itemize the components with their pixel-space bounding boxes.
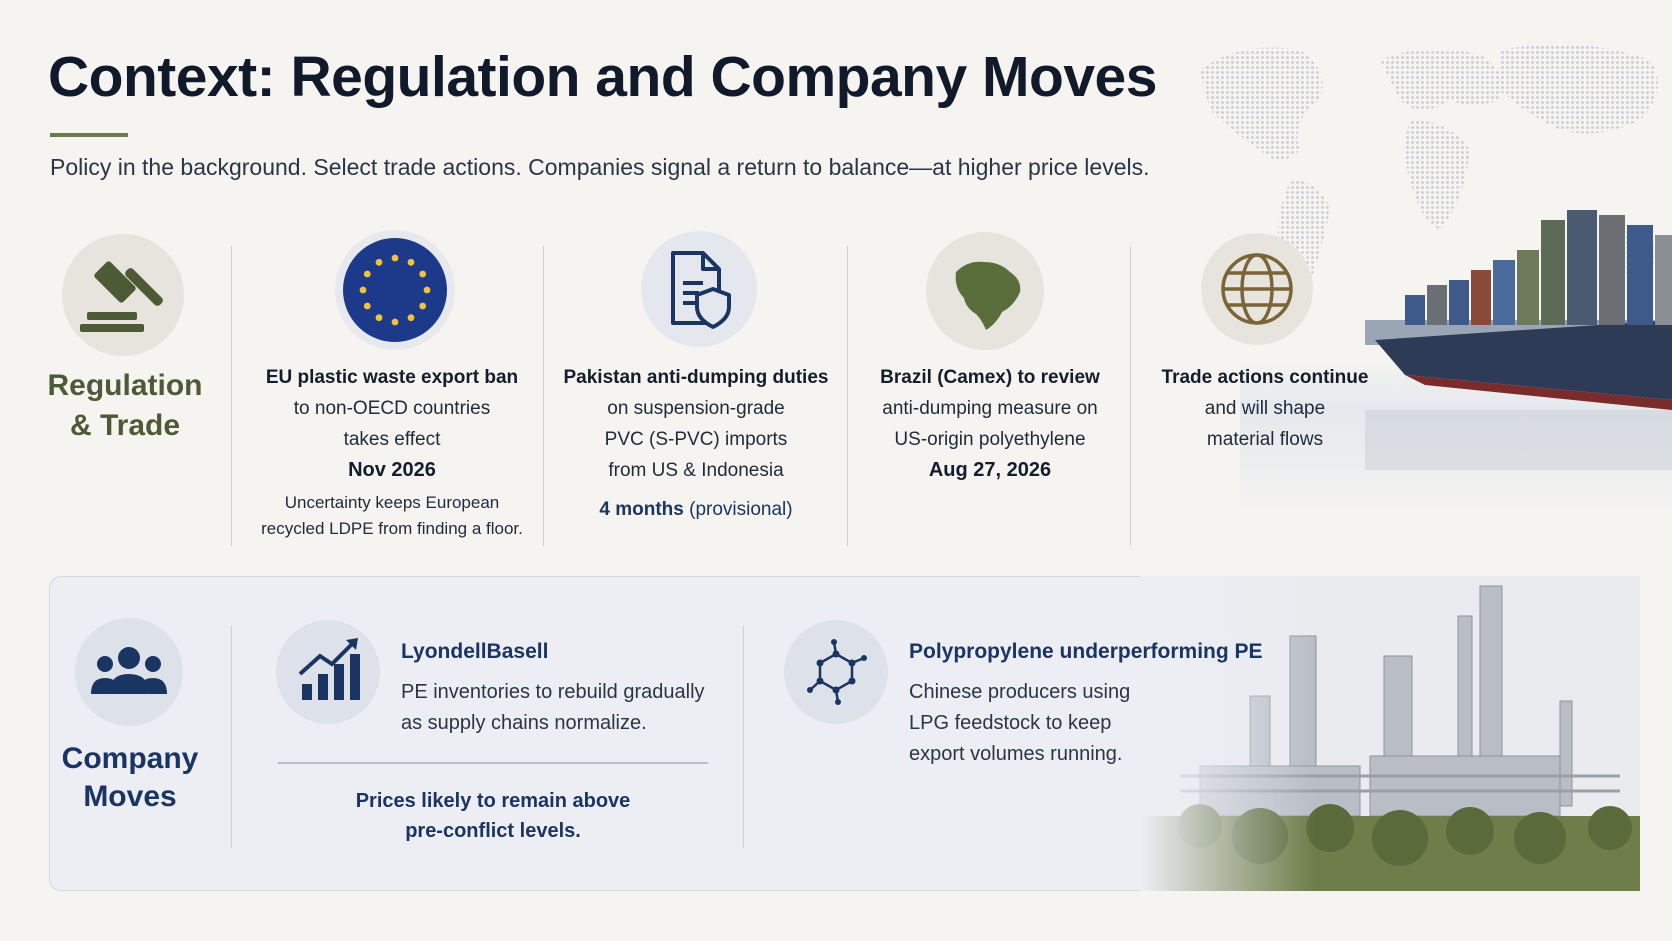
eu-ban-note-line: recycled LDPE from finding a floor. — [261, 519, 523, 538]
divider — [543, 246, 544, 546]
people-group-icon — [75, 618, 183, 726]
divider — [231, 626, 232, 848]
polypropylene-text: Chinese producers using LPG feedstock to… — [909, 677, 1209, 770]
divider — [847, 246, 848, 546]
polypropylene-text-line: LPG feedstock to keep — [909, 712, 1112, 734]
bar-chart-up-icon — [276, 620, 380, 724]
eu-ban-note-line: Uncertainty keeps European — [284, 493, 500, 512]
eu-ban-text: to non-OECD countries — [293, 398, 491, 419]
trade-actions-item: Trade actions continue and will shape ma… — [1140, 362, 1390, 455]
price-outlook-line: pre-conflict levels. — [405, 820, 581, 842]
brazil-review-heading: Brazil (Camex) to review — [880, 367, 1100, 388]
pakistan-duties-text: PVC (S-PVC) imports — [604, 429, 788, 450]
price-outlook-line: Prices likely to remain above — [355, 790, 631, 812]
eu-ban-note: Uncertainty keeps European recycled LDPE… — [242, 490, 542, 542]
divider — [1130, 246, 1131, 546]
refinery-illustration — [1140, 576, 1640, 891]
container-ship-illustration — [1365, 210, 1672, 470]
trade-actions-text: material flows — [1206, 429, 1324, 450]
page-title: Context: Regulation and Company Moves — [48, 45, 1157, 109]
divider — [231, 246, 232, 546]
polypropylene-text-line: Chinese producers using — [909, 681, 1131, 703]
price-outlook-callout: Prices likely to remain above pre-confli… — [278, 786, 708, 846]
brazil-review-text: US-origin polyethylene — [894, 429, 1086, 450]
pakistan-duties-duration: 4 months (provisional) — [548, 494, 844, 525]
gavel-icon — [62, 234, 184, 356]
brazil-map-icon — [926, 232, 1044, 350]
title-underline — [50, 133, 128, 137]
eu-flag-icon — [335, 230, 455, 350]
eu-ban-date: Nov 2026 — [348, 459, 436, 481]
pakistan-duties-text: on suspension-grade — [607, 398, 785, 419]
trade-actions-heading: Trade actions continue — [1161, 367, 1369, 388]
page-subtitle: Policy in the background. Select trade a… — [50, 154, 1150, 180]
eu-ban-item: EU plastic waste export ban to non-OECD … — [242, 362, 542, 542]
polypropylene-text-line: export volumes running. — [909, 743, 1123, 765]
brazil-review-text: anti-dumping measure on — [882, 398, 1098, 419]
company-label-line1: Company — [61, 742, 199, 775]
company-label-line2: Moves — [83, 780, 177, 813]
world-map-illustration — [1200, 44, 1660, 317]
brazil-review-item: Brazil (Camex) to review anti-dumping me… — [852, 362, 1128, 486]
divider — [743, 626, 744, 848]
trade-actions-text: and will shape — [1204, 398, 1326, 419]
regulation-trade-label: Regulation & Trade — [40, 366, 210, 446]
lyondellbasell-heading: LyondellBasell — [401, 640, 549, 663]
eu-ban-heading: EU plastic waste export ban — [265, 367, 519, 388]
duration-value: 4 months — [599, 499, 684, 520]
molecule-icon — [784, 620, 888, 724]
document-shield-icon — [641, 231, 757, 347]
lyondellbasell-text: PE inventories to rebuild gradually as s… — [401, 677, 731, 739]
duration-note: (provisional) — [689, 499, 793, 520]
lyondellbasell-text-line: PE inventories to rebuild gradually — [401, 681, 705, 703]
regulation-label-line1: Regulation — [47, 369, 203, 402]
brazil-review-date: Aug 27, 2026 — [928, 459, 1052, 481]
lyondellbasell-text-line: as supply chains normalize. — [401, 712, 647, 734]
eu-ban-text: takes effect — [343, 429, 441, 450]
pakistan-duties-heading: Pakistan anti-dumping duties — [563, 367, 829, 388]
regulation-label-line2: & Trade — [69, 409, 181, 442]
globe-icon — [1201, 233, 1313, 345]
pakistan-duties-text: from US & Indonesia — [608, 460, 784, 481]
pakistan-duties-item: Pakistan anti-dumping duties on suspensi… — [548, 362, 844, 525]
horizontal-divider — [278, 762, 708, 764]
polypropylene-heading: Polypropylene underperforming PE — [909, 640, 1263, 663]
company-moves-label: Company Moves — [40, 740, 220, 816]
